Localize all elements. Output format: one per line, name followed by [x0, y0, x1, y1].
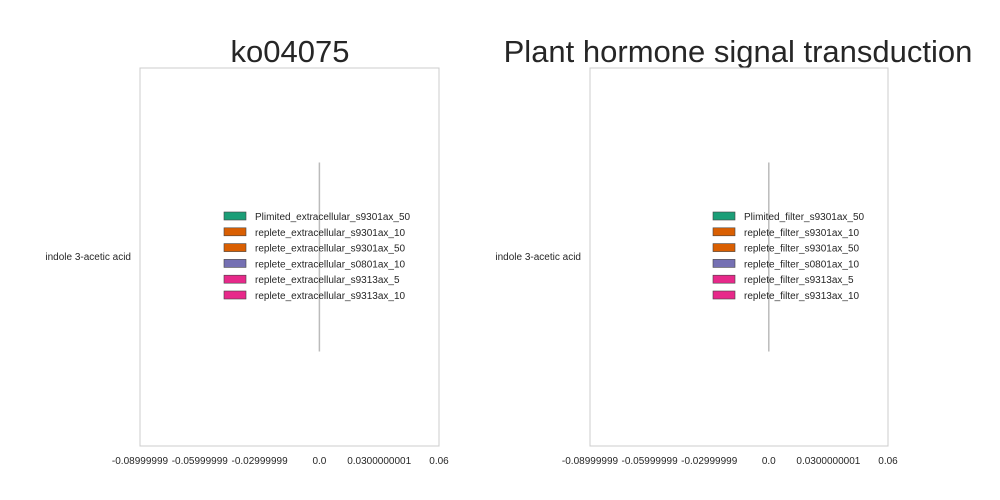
- legend-label: replete_filter_s0801ax_10: [744, 259, 860, 270]
- legend-swatch: [712, 227, 736, 237]
- plot-frame: [589, 67, 889, 447]
- chart-title: ko04075: [231, 34, 350, 69]
- legend-item: replete_filter_s9301ax_50: [712, 243, 860, 255]
- x-tick-label: -0.02999999: [232, 456, 289, 467]
- legend-label: replete_extracellular_s9313ax_5: [255, 275, 400, 286]
- legend-label: replete_filter_s9301ax_50: [744, 244, 860, 255]
- x-tick-label: 0.06: [878, 456, 898, 467]
- y-tick-label: indole 3-acetic acid: [45, 252, 131, 263]
- legend-swatch: [712, 259, 736, 268]
- legend-label: Plimited_extracellular_s9301ax_50: [255, 212, 411, 223]
- legend-item: replete_extracellular_s9301ax_10: [223, 227, 406, 239]
- legend-label: replete_filter_s9313ax_5: [744, 275, 854, 286]
- chart-title: Plant hormone signal transduction: [504, 34, 973, 69]
- legend-item: Plimited_extracellular_s9301ax_50: [223, 211, 411, 223]
- legend-item: replete_extracellular_s9313ax_10: [223, 290, 406, 302]
- legend-swatch: [223, 211, 247, 221]
- legend-label: replete_filter_s9313ax_10: [744, 291, 860, 302]
- legend-label: replete_filter_s9301ax_10: [744, 228, 860, 239]
- legend-label: replete_extracellular_s9301ax_10: [255, 228, 406, 239]
- x-tick-label: 0.0300000001: [347, 456, 411, 467]
- legend-item: replete_filter_s9301ax_10: [712, 227, 860, 239]
- legend-swatch: [712, 290, 736, 300]
- legend-label: replete_extracellular_s0801ax_10: [255, 259, 406, 270]
- y-tick-label: indole 3-acetic acid: [495, 252, 581, 263]
- legend-swatch: [223, 274, 247, 284]
- legend-item: Plimited_filter_s9301ax_50: [712, 211, 865, 223]
- legend-swatch: [712, 243, 736, 252]
- legend: Plimited_filter_s9301ax_50 replete_filter…: [712, 211, 865, 302]
- legend-swatch: [223, 243, 247, 252]
- legend-swatch: [223, 227, 247, 237]
- x-tick-label: 0.06: [429, 456, 449, 467]
- legend-item: replete_extracellular_s0801ax_10: [223, 259, 406, 270]
- legend-label: replete_extracellular_s9301ax_50: [255, 244, 406, 255]
- legend-label: Plimited_filter_s9301ax_50: [744, 212, 865, 223]
- x-tick-label: -0.05999999: [622, 456, 679, 467]
- legend-item: replete_extracellular_s9313ax_5: [223, 274, 400, 286]
- x-tick-label: 0.0: [312, 456, 326, 467]
- legend-swatch: [712, 211, 736, 221]
- legend-item: replete_extracellular_s9301ax_50: [223, 243, 406, 255]
- legend-item: replete_filter_s0801ax_10: [712, 259, 860, 270]
- legend-item: replete_filter_s9313ax_10: [712, 290, 860, 302]
- x-tick-label: -0.08999999: [562, 456, 619, 467]
- legend-item: replete_filter_s9313ax_5: [712, 274, 854, 286]
- legend: Plimited_extracellular_s9301ax_50replete…: [223, 211, 411, 302]
- legend-swatch: [223, 259, 247, 268]
- legend-swatch: [712, 274, 736, 284]
- x-tick-label: 0.0300000001: [796, 456, 860, 467]
- legend-swatch: [223, 290, 247, 300]
- plot-frame: [139, 67, 440, 447]
- x-tick-label: -0.08999999: [112, 456, 169, 467]
- x-tick-label: -0.05999999: [172, 456, 229, 467]
- x-tick-label: -0.02999999: [681, 456, 738, 467]
- x-tick-label: 0.0: [762, 456, 776, 467]
- right-chart-panel: Plant hormone signal transduction indole …: [495, 34, 972, 467]
- legend-label: replete_extracellular_s9313ax_10: [255, 291, 406, 302]
